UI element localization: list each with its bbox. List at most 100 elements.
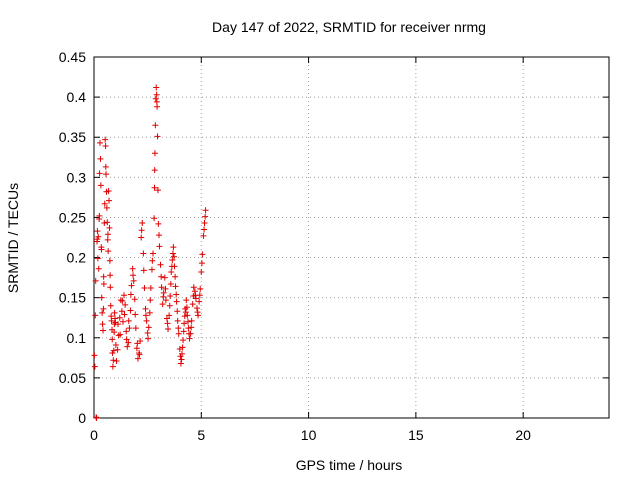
data-point — [201, 220, 208, 227]
data-point — [111, 329, 118, 336]
data-point — [110, 357, 117, 364]
data-point — [101, 220, 108, 227]
data-point — [188, 324, 195, 331]
data-point — [152, 95, 159, 102]
data-point — [159, 301, 166, 308]
data-point — [136, 351, 143, 358]
data-point — [174, 308, 181, 315]
data-point — [139, 220, 146, 227]
data-point — [100, 305, 107, 312]
data-point — [194, 309, 201, 316]
data-point — [175, 325, 182, 332]
data-point — [121, 292, 128, 299]
data-point — [102, 143, 109, 150]
data-point — [184, 318, 191, 325]
y-tick-label: 0.35 — [59, 129, 86, 145]
data-point — [161, 274, 168, 281]
data-point — [173, 298, 180, 305]
data-point — [106, 197, 113, 204]
data-point — [177, 360, 184, 367]
data-point — [106, 257, 113, 264]
data-point — [112, 341, 119, 348]
data-point — [200, 232, 207, 239]
y-tick-label: 0.4 — [67, 89, 87, 105]
data-point — [186, 330, 193, 337]
data-point — [131, 296, 138, 303]
data-point — [196, 292, 203, 299]
data-point — [106, 224, 113, 231]
data-point — [123, 336, 130, 343]
data-point — [126, 325, 133, 332]
x-tick-label: 10 — [301, 427, 317, 443]
data-point — [155, 220, 162, 227]
data-point — [147, 285, 154, 292]
data-point — [100, 281, 107, 288]
data-point — [153, 98, 160, 105]
data-point — [114, 346, 121, 353]
data-point — [138, 234, 145, 241]
data-point — [188, 317, 195, 324]
data-point — [147, 297, 154, 304]
data-point — [105, 248, 112, 255]
data-points — [91, 84, 209, 421]
data-point — [152, 122, 159, 129]
data-point — [175, 330, 182, 337]
data-point — [138, 227, 145, 234]
data-point — [134, 355, 141, 362]
x-tick-label: 20 — [515, 427, 531, 443]
data-point — [102, 163, 109, 170]
data-point — [150, 250, 157, 257]
y-tick-label: 0.15 — [59, 290, 86, 306]
data-point — [163, 315, 170, 322]
data-point — [182, 309, 189, 316]
data-point — [146, 309, 153, 316]
data-point — [178, 356, 185, 363]
data-point — [169, 250, 176, 257]
plot-frame — [93, 56, 610, 419]
data-point — [99, 321, 106, 328]
data-point — [122, 301, 129, 308]
data-point — [173, 291, 180, 298]
data-point — [183, 297, 190, 304]
data-point — [151, 184, 158, 191]
data-point — [194, 305, 200, 312]
data-point — [181, 320, 188, 327]
data-point — [119, 297, 126, 304]
data-point — [109, 363, 116, 370]
grid-layer — [94, 57, 609, 418]
chart-title: Day 147 of 2022, SRMTID for receiver nrm… — [212, 19, 486, 35]
tick-layer: 0 0.05 0.1 0.15 0.2 0.25 0.3 0.35 0.4 0.45 0 5 10 15 2… — [59, 49, 609, 443]
y-tick-label: 0.25 — [59, 209, 86, 225]
data-point — [113, 358, 120, 365]
data-point — [127, 307, 134, 314]
data-point — [145, 324, 152, 331]
data-point — [127, 291, 134, 298]
data-point — [149, 257, 156, 264]
data-point — [92, 277, 99, 284]
data-point — [184, 312, 191, 319]
data-point — [202, 207, 209, 214]
data-point — [91, 363, 98, 370]
data-point — [180, 328, 187, 335]
data-point — [202, 213, 209, 220]
data-point — [142, 305, 149, 312]
data-point — [115, 332, 122, 339]
data-point — [125, 339, 132, 346]
data-point — [172, 273, 179, 280]
data-point — [97, 155, 104, 162]
data-point — [170, 244, 177, 251]
data-point — [132, 325, 139, 332]
data-point — [98, 246, 105, 253]
data-point — [189, 301, 196, 308]
data-point — [142, 312, 149, 319]
data-point — [151, 215, 158, 222]
x-tick-label: 5 — [197, 427, 205, 443]
data-point — [199, 251, 206, 258]
data-point — [144, 329, 151, 336]
data-point — [162, 285, 169, 292]
data-point — [107, 302, 114, 309]
data-point — [104, 236, 111, 243]
data-point — [153, 91, 160, 98]
data-point — [102, 136, 109, 143]
data-point — [110, 347, 117, 354]
